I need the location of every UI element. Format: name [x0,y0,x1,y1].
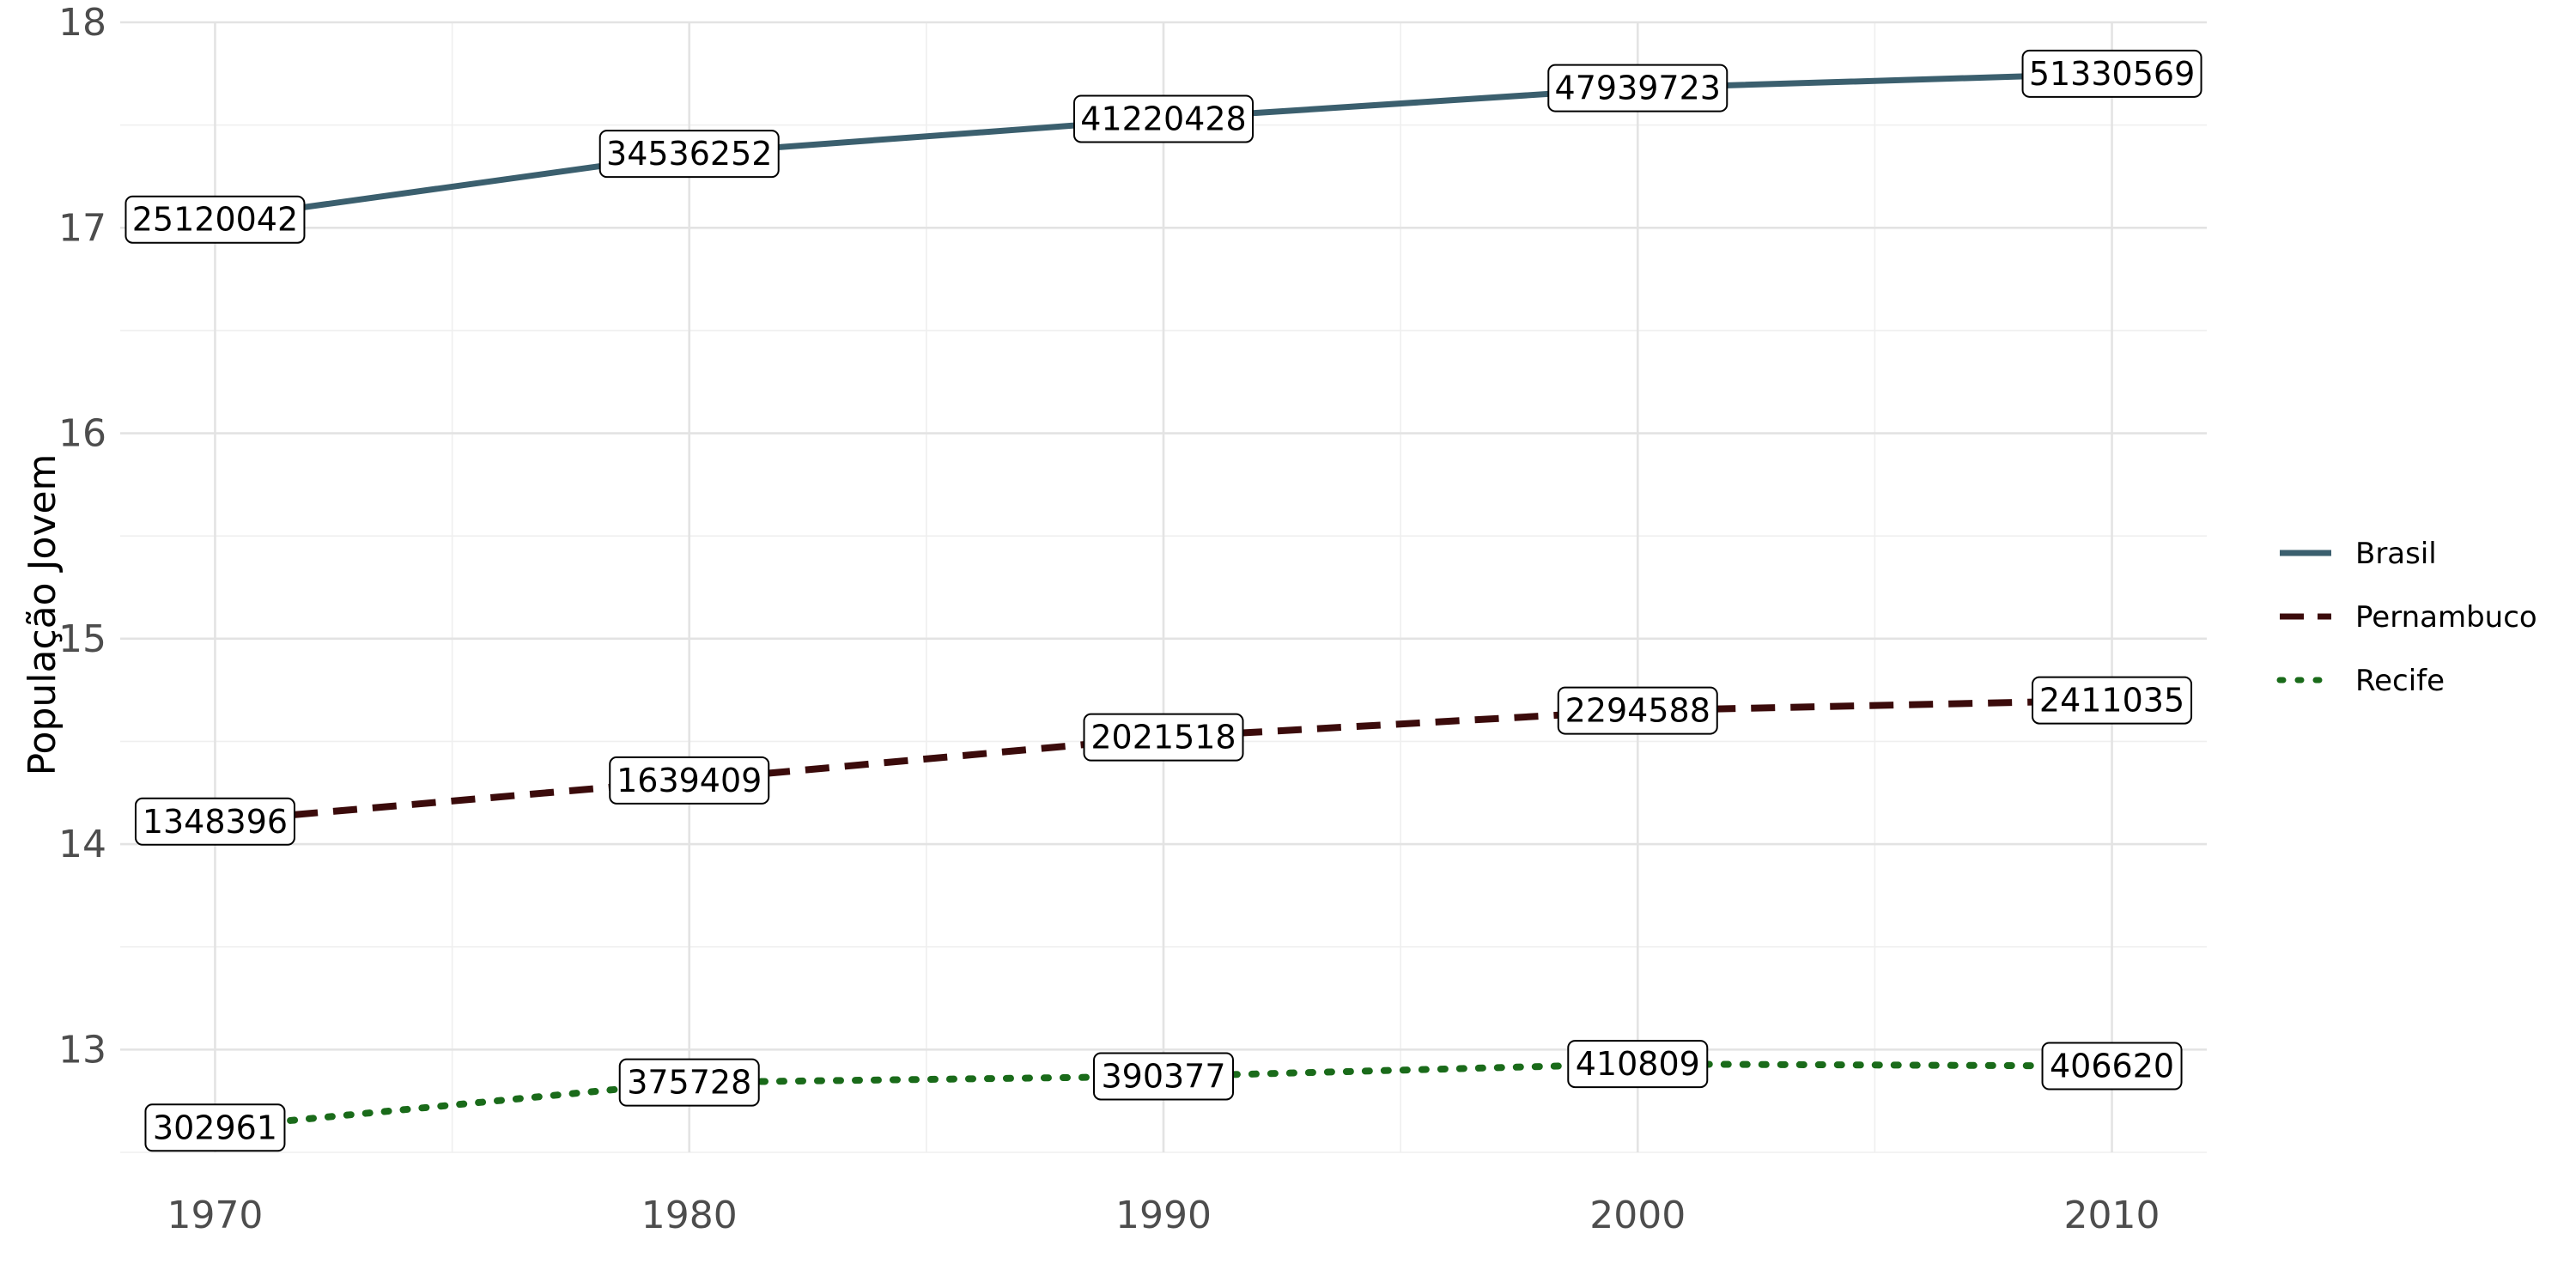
data-label-box [1073,94,1254,143]
y-tick-label: 17 [58,206,106,250]
y-tick-label: 16 [58,412,106,456]
data-label: 302961 [153,1109,277,1146]
data-label-group: 2411035 [2032,676,2193,725]
data-label-group: 1348396 [134,797,295,846]
data-label-group: 375728 [618,1058,760,1107]
data-label-box [2041,1042,2183,1091]
data-label-box [1567,1040,1709,1089]
data-label-group: 1639409 [609,756,770,805]
y-tick-label: 14 [58,823,106,866]
legend-label: Recife [2355,664,2445,698]
data-label-group: 41220428 [1073,94,1254,143]
data-labels: 25120042 34536252 41220428 47939723 51330569… [125,49,2202,1152]
data-label-box [598,130,780,179]
data-label: 406620 [2050,1048,2174,1085]
y-tick-label: 15 [58,617,106,661]
data-label-group: 2294588 [1557,686,1718,735]
data-label: 51330569 [2029,55,2195,93]
data-label-group: 34536252 [598,130,780,179]
data-label-box [618,1058,760,1107]
data-label: 25120042 [132,201,298,239]
x-tick-label: 2010 [2064,1194,2160,1237]
data-label-group: 390377 [1093,1052,1234,1101]
data-label-box [125,195,306,244]
data-label: 41220428 [1080,100,1246,137]
data-label-group: 406620 [2041,1042,2183,1091]
data-label-group: 2021518 [1083,713,1244,762]
data-label: 1348396 [143,803,288,841]
data-label-box [1557,686,1718,735]
data-label-box [609,756,770,805]
data-label: 1639409 [617,762,762,799]
data-label-box [1083,713,1244,762]
axis-tick-labels: 1970 1980 1990 2000 2010 13 14 15 16 17 18 [58,1,2160,1237]
x-tick-label: 1970 [167,1194,263,1237]
data-label-group: 410809 [1567,1040,1709,1089]
data-label-box [144,1103,286,1152]
data-label-group: 25120042 [125,195,306,244]
data-label-box [1093,1052,1234,1101]
data-label-box [1547,64,1728,112]
y-tick-label: 18 [58,1,106,45]
data-label: 34536252 [606,135,772,173]
legend-label: Pernambuco [2355,600,2537,635]
data-label-box [134,797,295,846]
legend-label: Brasil [2355,537,2437,571]
y-tick-label: 13 [58,1028,106,1072]
data-label-box [2021,49,2202,98]
data-label: 2294588 [1565,692,1710,730]
x-tick-label: 1980 [641,1194,738,1237]
data-label: 2021518 [1091,719,1236,756]
data-label: 2411035 [2039,682,2184,720]
y-axis-title: População Jovem [21,454,64,776]
data-label: 375728 [627,1064,751,1102]
data-label-group: 302961 [144,1103,286,1152]
data-label: 390377 [1101,1057,1225,1095]
x-tick-label: 2000 [1589,1194,1686,1237]
data-label: 47939723 [1555,70,1721,107]
data-label-group: 47939723 [1547,64,1728,112]
x-tick-label: 1990 [1115,1194,1212,1237]
data-label: 410809 [1576,1045,1700,1083]
data-label-box [2032,676,2193,725]
data-label-group: 51330569 [2021,49,2202,98]
legend: Brasil Pernambuco Recife [2276,537,2537,698]
